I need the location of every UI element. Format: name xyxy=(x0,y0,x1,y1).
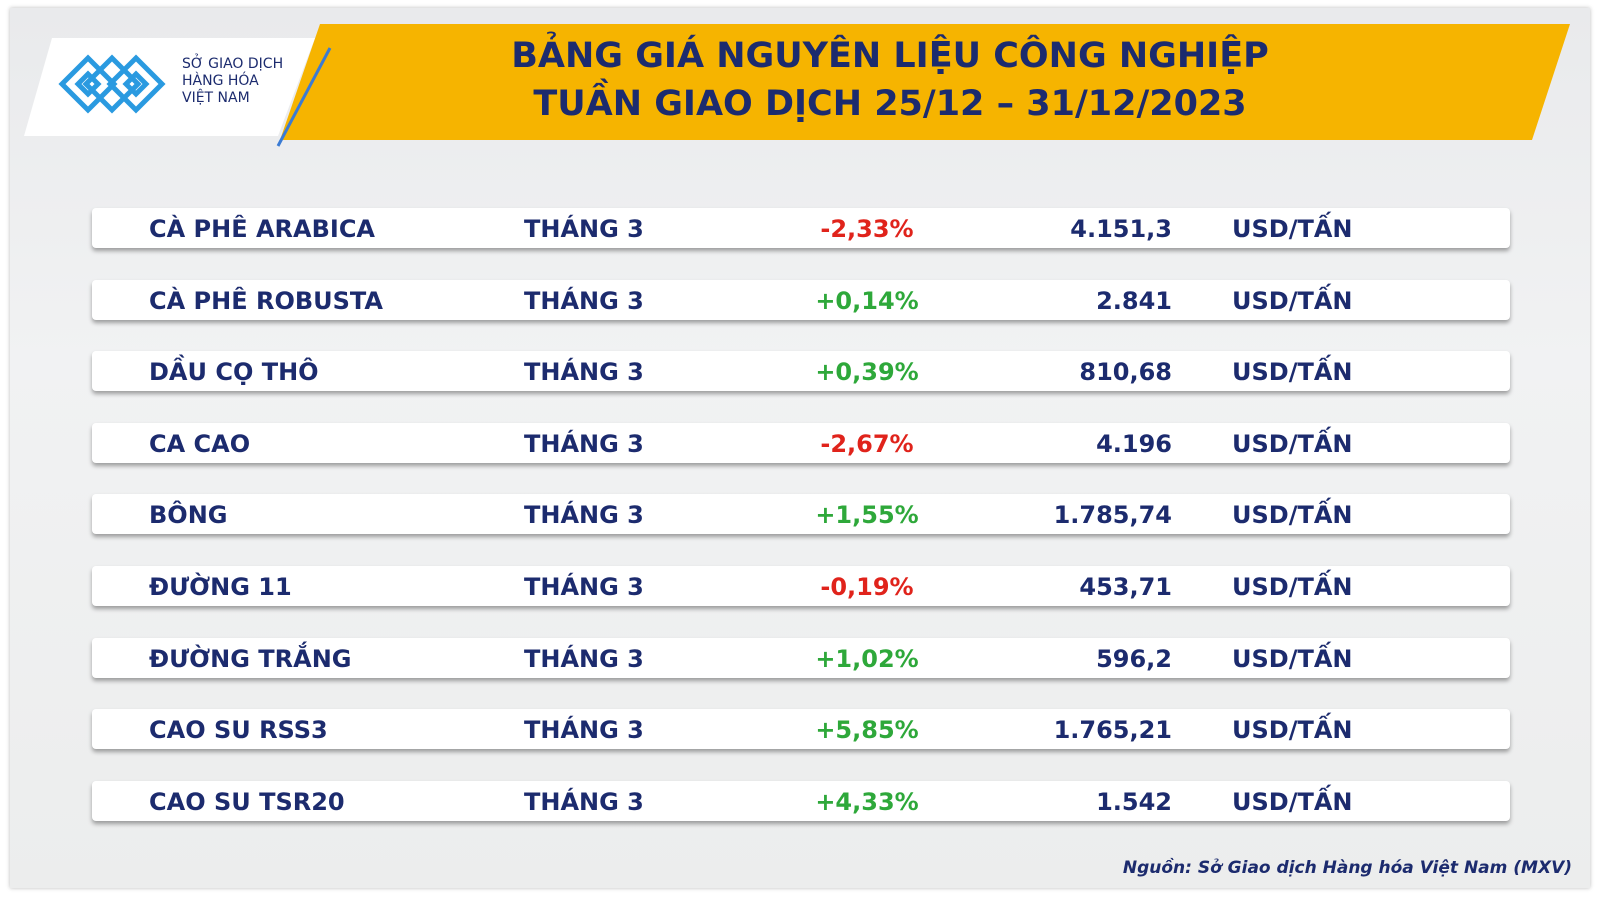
unit: USD/TẤN xyxy=(1232,573,1353,601)
price: 1.785,74 xyxy=(1053,501,1172,530)
logo-bg xyxy=(24,38,315,136)
commodity: ĐƯỜNG TRẮNG xyxy=(149,644,352,673)
table-row: BÔNG THÁNG 3 +1,55% 1.785,74 USD/TẤN xyxy=(92,494,1510,535)
title: BẢNG GIÁ NGUYÊN LIỆU CÔNG NGHIỆP xyxy=(511,36,1269,76)
change: +5,85% xyxy=(815,716,919,745)
title: TUẦN GIAO DỊCH 25/12 – 31/12/2023 xyxy=(533,84,1247,124)
unit: USD/TẤN xyxy=(1232,787,1353,816)
source: Nguồn: Sở Giao dịch Hàng hóa Việt Nam (M… xyxy=(1122,858,1572,878)
price: 453,71 xyxy=(1079,573,1172,601)
logo-icon xyxy=(58,54,166,114)
table-row: DẦU CỌ THÔ THÁNG 3 +0,39% 810,68 USD/TẤN xyxy=(92,351,1510,392)
contract-month: THÁNG 3 xyxy=(524,573,644,601)
table-row: ĐƯỜNG TRẮNG THÁNG 3 +1,02% 596,2 USD/TẤN xyxy=(92,637,1510,678)
contract-month: THÁNG 3 xyxy=(524,787,644,816)
change: -0,19% xyxy=(820,573,914,601)
price: 1.542 xyxy=(1096,787,1172,816)
table-row: CÀ PHÊ ARABICA THÁNG 3 -2,33% 4.151,3 USD/TẤ… xyxy=(92,208,1510,248)
commodity: DẦU CỌ THÔ xyxy=(149,358,319,387)
commodity: CA CAO xyxy=(149,429,251,458)
commodity: ĐƯỜNG 11 xyxy=(149,573,292,601)
contract-month: THÁNG 3 xyxy=(524,286,644,315)
price: 810,68 xyxy=(1079,358,1172,387)
banner-bg xyxy=(280,24,1570,140)
unit: USD/TẤN xyxy=(1232,286,1353,315)
logo-text: VIỆT NAM xyxy=(182,90,250,106)
contract-month: THÁNG 3 xyxy=(524,215,644,243)
change: +1,02% xyxy=(815,644,919,673)
contract-month: THÁNG 3 xyxy=(524,716,644,745)
banner xyxy=(24,24,1570,147)
price: 4.196 xyxy=(1096,429,1172,458)
logo-text: HÀNG HÓA xyxy=(182,73,259,89)
contract-month: THÁNG 3 xyxy=(524,501,644,530)
price: 4.151,3 xyxy=(1070,215,1172,243)
table-row: ĐƯỜNG 11 THÁNG 3 -0,19% 453,71 USD/TẤN xyxy=(92,566,1510,606)
unit: USD/TẤN xyxy=(1232,215,1353,243)
page: SỞ GIAO DỊCH HÀNG HÓA VIỆT NAM BẢNG GIÁ … xyxy=(10,8,1590,888)
unit: USD/TẤN xyxy=(1232,358,1353,387)
contract-month: THÁNG 3 xyxy=(524,429,644,458)
change: +4,33% xyxy=(815,787,919,816)
change: +1,55% xyxy=(815,501,919,530)
commodity: CÀ PHÊ ROBUSTA xyxy=(149,286,383,315)
table-row: CÀ PHÊ ROBUSTA THÁNG 3 +0,14% 2.841 USD/TẤN xyxy=(92,279,1510,320)
price: 1.765,21 xyxy=(1053,716,1172,745)
unit: USD/TẤN xyxy=(1232,429,1353,458)
unit: USD/TẤN xyxy=(1232,644,1353,673)
change: +0,14% xyxy=(815,286,919,315)
contract-month: THÁNG 3 xyxy=(524,644,644,673)
table-row: CAO SU RSS3 THÁNG 3 +5,85% 1.765,21 USD/TẤN xyxy=(92,709,1510,750)
unit: USD/TẤN xyxy=(1232,716,1353,745)
price: 2.841 xyxy=(1096,286,1172,315)
change: -2,33% xyxy=(820,215,914,243)
price: 596,2 xyxy=(1096,644,1172,673)
commodity: CAO SU TSR20 xyxy=(149,787,345,816)
commodity: CAO SU RSS3 xyxy=(149,716,328,745)
change: +0,39% xyxy=(815,358,919,387)
logo-text: SỞ GIAO DỊCH xyxy=(182,56,284,72)
accent xyxy=(276,47,332,147)
unit: USD/TẤN xyxy=(1232,501,1353,530)
table-row: CA CAO THÁNG 3 -2,67% 4.196 USD/TẤN xyxy=(92,422,1510,463)
table-row: CAO SU TSR20 THÁNG 3 +4,33% 1.542 USD/TẤN xyxy=(92,780,1510,821)
commodity: CÀ PHÊ ARABICA xyxy=(149,215,376,243)
change: -2,67% xyxy=(820,429,914,458)
commodity: BÔNG xyxy=(149,501,228,530)
contract-month: THÁNG 3 xyxy=(524,358,644,387)
